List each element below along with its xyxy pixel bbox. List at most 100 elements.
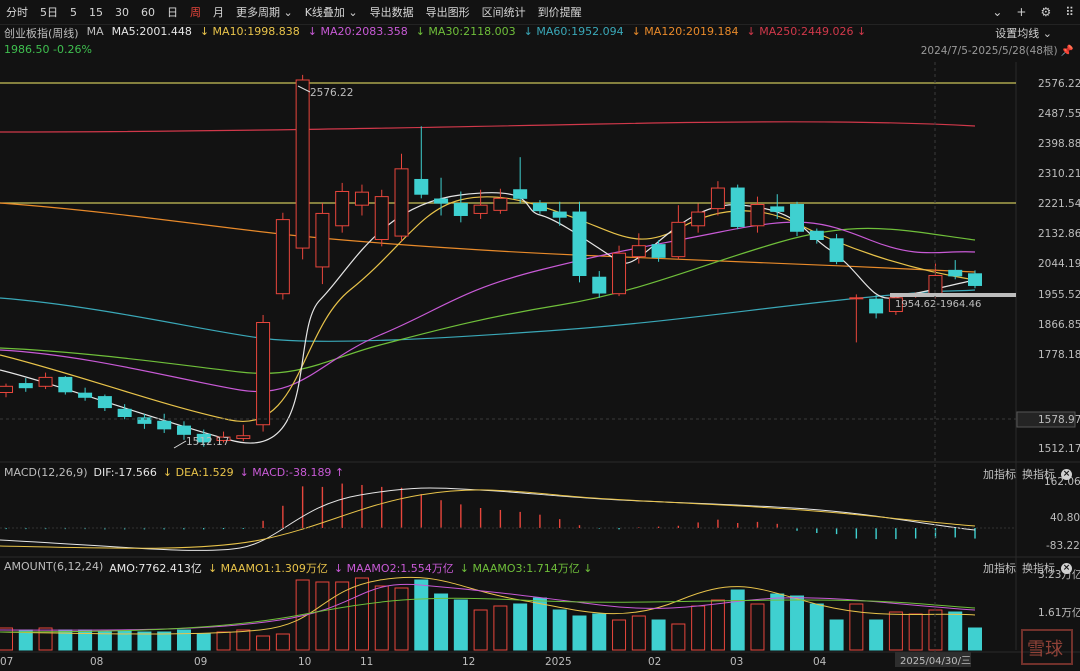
tab-weekly[interactable]: 周 (190, 6, 201, 19)
candle (117, 404, 132, 420)
candle-body (631, 245, 646, 258)
candle (493, 188, 508, 214)
amount-bar (216, 631, 231, 651)
candle (335, 182, 350, 233)
tab-daily[interactable]: 日 (167, 6, 178, 19)
candle (216, 431, 231, 443)
candle (671, 205, 686, 260)
macd-tick: 40.80 (1050, 512, 1080, 524)
range-stats-button[interactable]: 区间统计 (481, 6, 526, 19)
candle (651, 240, 666, 262)
candle (256, 314, 271, 432)
export-data-button[interactable]: 导出数据 (369, 6, 414, 19)
tab-monthly[interactable]: 月 (213, 6, 224, 19)
ma10-value: ↓ MA10:1998.838 (199, 25, 300, 38)
candle-body (434, 198, 449, 204)
price-tick: 1512.17 (1038, 443, 1080, 455)
candle-body (829, 238, 844, 262)
amount-legend: AMOUNT(6,12,24) AMO:7762.413亿 ↓ MAAMO1:1… (4, 560, 592, 576)
price-tick: 2044.19 (1038, 258, 1080, 270)
ma250-line (0, 121, 976, 133)
candle (176, 421, 191, 440)
candle-body (335, 190, 350, 227)
high-label: 2576.22 (310, 87, 353, 99)
candle (275, 212, 290, 300)
drag-handle-icon[interactable]: ⠿ (1065, 5, 1074, 19)
ma-settings-button[interactable]: 设置均线 ⌄ (995, 27, 1052, 40)
maamo1-value: ↓ MAAMO1:1.309万亿 (207, 562, 328, 575)
candle-body (78, 392, 93, 398)
candle (434, 177, 449, 216)
price-tick: 2487.55 (1038, 108, 1080, 120)
candle-body (750, 204, 765, 227)
amount-bar (869, 619, 884, 651)
price-tick: 2398.88 (1038, 138, 1080, 150)
amount-bar (730, 589, 745, 651)
tab-5min[interactable]: 5 (70, 5, 77, 19)
price-tick: 2132.86 (1038, 228, 1080, 240)
tab-30min[interactable]: 30 (115, 5, 129, 19)
candle (750, 196, 765, 233)
add-icon[interactable]: + (1016, 5, 1027, 19)
amount-bar (97, 631, 112, 651)
macd-actions: 加指标 换指标 × (983, 466, 1072, 482)
collapse-chevron-icon[interactable]: ⌄ (992, 5, 1003, 19)
candle (849, 294, 864, 343)
close-icon[interactable]: × (1061, 468, 1072, 480)
switch-indicator-button[interactable]: 换指标 (1022, 468, 1055, 481)
candle-body (790, 204, 805, 232)
price-alert-button[interactable]: 到价提醒 (537, 6, 582, 19)
candle-body (710, 187, 725, 210)
candle (315, 203, 330, 285)
dif-value: DIF:-17.566 (93, 466, 157, 479)
cursor-price: 1578.97 (1038, 414, 1080, 426)
kline-overlay-dropdown[interactable]: K线叠加 ⌄ (304, 6, 358, 19)
x-tick: 11 (360, 656, 373, 668)
switch-indicator-button[interactable]: 换指标 (1022, 562, 1055, 575)
candle-body (809, 230, 824, 240)
amount-bar (394, 587, 409, 651)
candle (809, 228, 824, 244)
add-indicator-button[interactable]: 加指标 (983, 562, 1016, 575)
more-periods-dropdown[interactable]: 更多周期 ⌄ (236, 6, 293, 19)
amount-bar (256, 635, 271, 651)
amount-bar (849, 603, 864, 651)
macd-tick: 162.06 (1044, 476, 1080, 488)
pin-icon[interactable]: 📌 (1060, 45, 1074, 57)
candle (592, 271, 607, 298)
candle-body (691, 211, 706, 227)
settings-icon[interactable]: ⚙ (1040, 5, 1052, 19)
add-indicator-button[interactable]: 加指标 (983, 468, 1016, 481)
candle-body (38, 376, 53, 387)
candle (0, 383, 13, 398)
watermark-text: 雪球 (1027, 639, 1063, 660)
candle-body (256, 322, 271, 426)
tab-60min[interactable]: 60 (141, 5, 155, 19)
tab-15min[interactable]: 15 (89, 5, 103, 19)
price-axis: 2576.22 2487.55 2398.88 2310.21 2221.54 … (1016, 78, 1080, 455)
tab-5day[interactable]: 5日 (40, 6, 58, 19)
candle-body (176, 425, 191, 435)
candle (414, 126, 429, 199)
amount-bar (612, 619, 627, 651)
chevron-down-icon: ⌄ (1042, 27, 1052, 40)
candle-body (117, 408, 132, 417)
x-tick: 2025 (545, 656, 572, 668)
export-image-button[interactable]: 导出图形 (425, 6, 470, 19)
candle (137, 413, 152, 429)
amount-bar (117, 629, 132, 651)
tab-intraday[interactable]: 分时 (6, 6, 28, 19)
x-tick: 07 (0, 656, 13, 668)
candle-body (730, 187, 745, 227)
candle-body (869, 298, 884, 314)
candle (829, 234, 844, 265)
maamo1-line (0, 576, 976, 635)
candle (572, 201, 587, 283)
amount-bar (196, 633, 211, 651)
amount-tick: 1.61万亿 (1038, 606, 1080, 619)
candle-body (97, 396, 112, 409)
candle (58, 376, 73, 395)
close-icon[interactable]: × (1061, 562, 1072, 574)
amount-bar (493, 605, 508, 651)
